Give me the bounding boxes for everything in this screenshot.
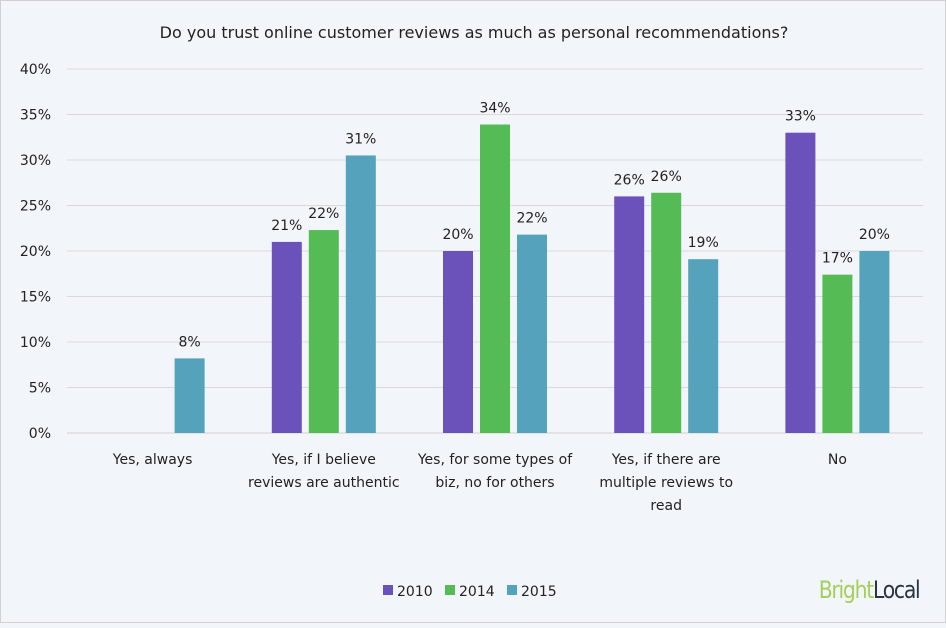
legend-label: 2014: [459, 584, 495, 600]
bar-2015: [345, 155, 376, 433]
legend-swatch: [383, 585, 393, 595]
data-label: 17%: [822, 251, 853, 267]
bar-2015: [688, 259, 719, 433]
x-tick-label: biz, no for others: [435, 475, 554, 491]
brightlocal-logo: BrightLocal: [819, 576, 920, 604]
x-tick-label: Yes, if there are: [611, 452, 721, 468]
chart-title: Do you trust online customer reviews as …: [160, 23, 789, 42]
bar-2015: [859, 251, 890, 433]
data-label: 22%: [308, 206, 339, 222]
y-tick-label: 0%: [29, 426, 51, 442]
legend-swatch: [445, 585, 455, 595]
bar-2010: [443, 251, 473, 433]
bar-2015: [517, 234, 547, 433]
data-label: 26%: [614, 172, 645, 188]
data-label: 20%: [859, 227, 890, 243]
data-label: 33%: [785, 109, 816, 125]
bar-2014: [480, 124, 510, 433]
data-label: 26%: [651, 169, 682, 185]
legend-label: 2015: [521, 584, 557, 600]
x-tick-label: No: [828, 452, 847, 468]
y-tick-label: 40%: [20, 62, 51, 78]
x-tick-label: Yes, always: [112, 452, 193, 468]
data-label: 22%: [516, 211, 547, 227]
data-label: 21%: [271, 218, 302, 234]
bar-2015: [174, 358, 205, 433]
y-tick-label: 35%: [20, 108, 51, 124]
bar-2014: [308, 230, 339, 433]
data-label: 31%: [345, 131, 376, 147]
x-tick-label: Yes, for some types of: [417, 452, 573, 468]
y-tick-label: 15%: [20, 290, 51, 306]
bar-2010: [785, 132, 816, 433]
bar-2010: [271, 241, 302, 433]
data-label: 19%: [688, 235, 719, 251]
bar-2014: [822, 274, 853, 433]
bar-2014: [651, 192, 682, 433]
legend-label: 2010: [397, 584, 433, 600]
data-label: 8%: [178, 334, 200, 350]
x-tick-label: Yes, if I believe: [271, 452, 376, 468]
y-tick-label: 20%: [20, 244, 51, 260]
data-label: 20%: [442, 227, 473, 243]
data-label: 34%: [479, 101, 510, 117]
x-tick-label: multiple reviews to: [599, 475, 733, 491]
bar-2010: [614, 196, 645, 433]
y-tick-label: 10%: [20, 335, 51, 351]
x-tick-label: reviews are authentic: [248, 475, 400, 491]
x-tick-label: read: [650, 498, 682, 514]
y-tick-label: 5%: [29, 381, 51, 397]
y-tick-label: 30%: [20, 153, 51, 169]
legend-swatch: [507, 585, 517, 595]
y-tick-label: 25%: [20, 199, 51, 215]
